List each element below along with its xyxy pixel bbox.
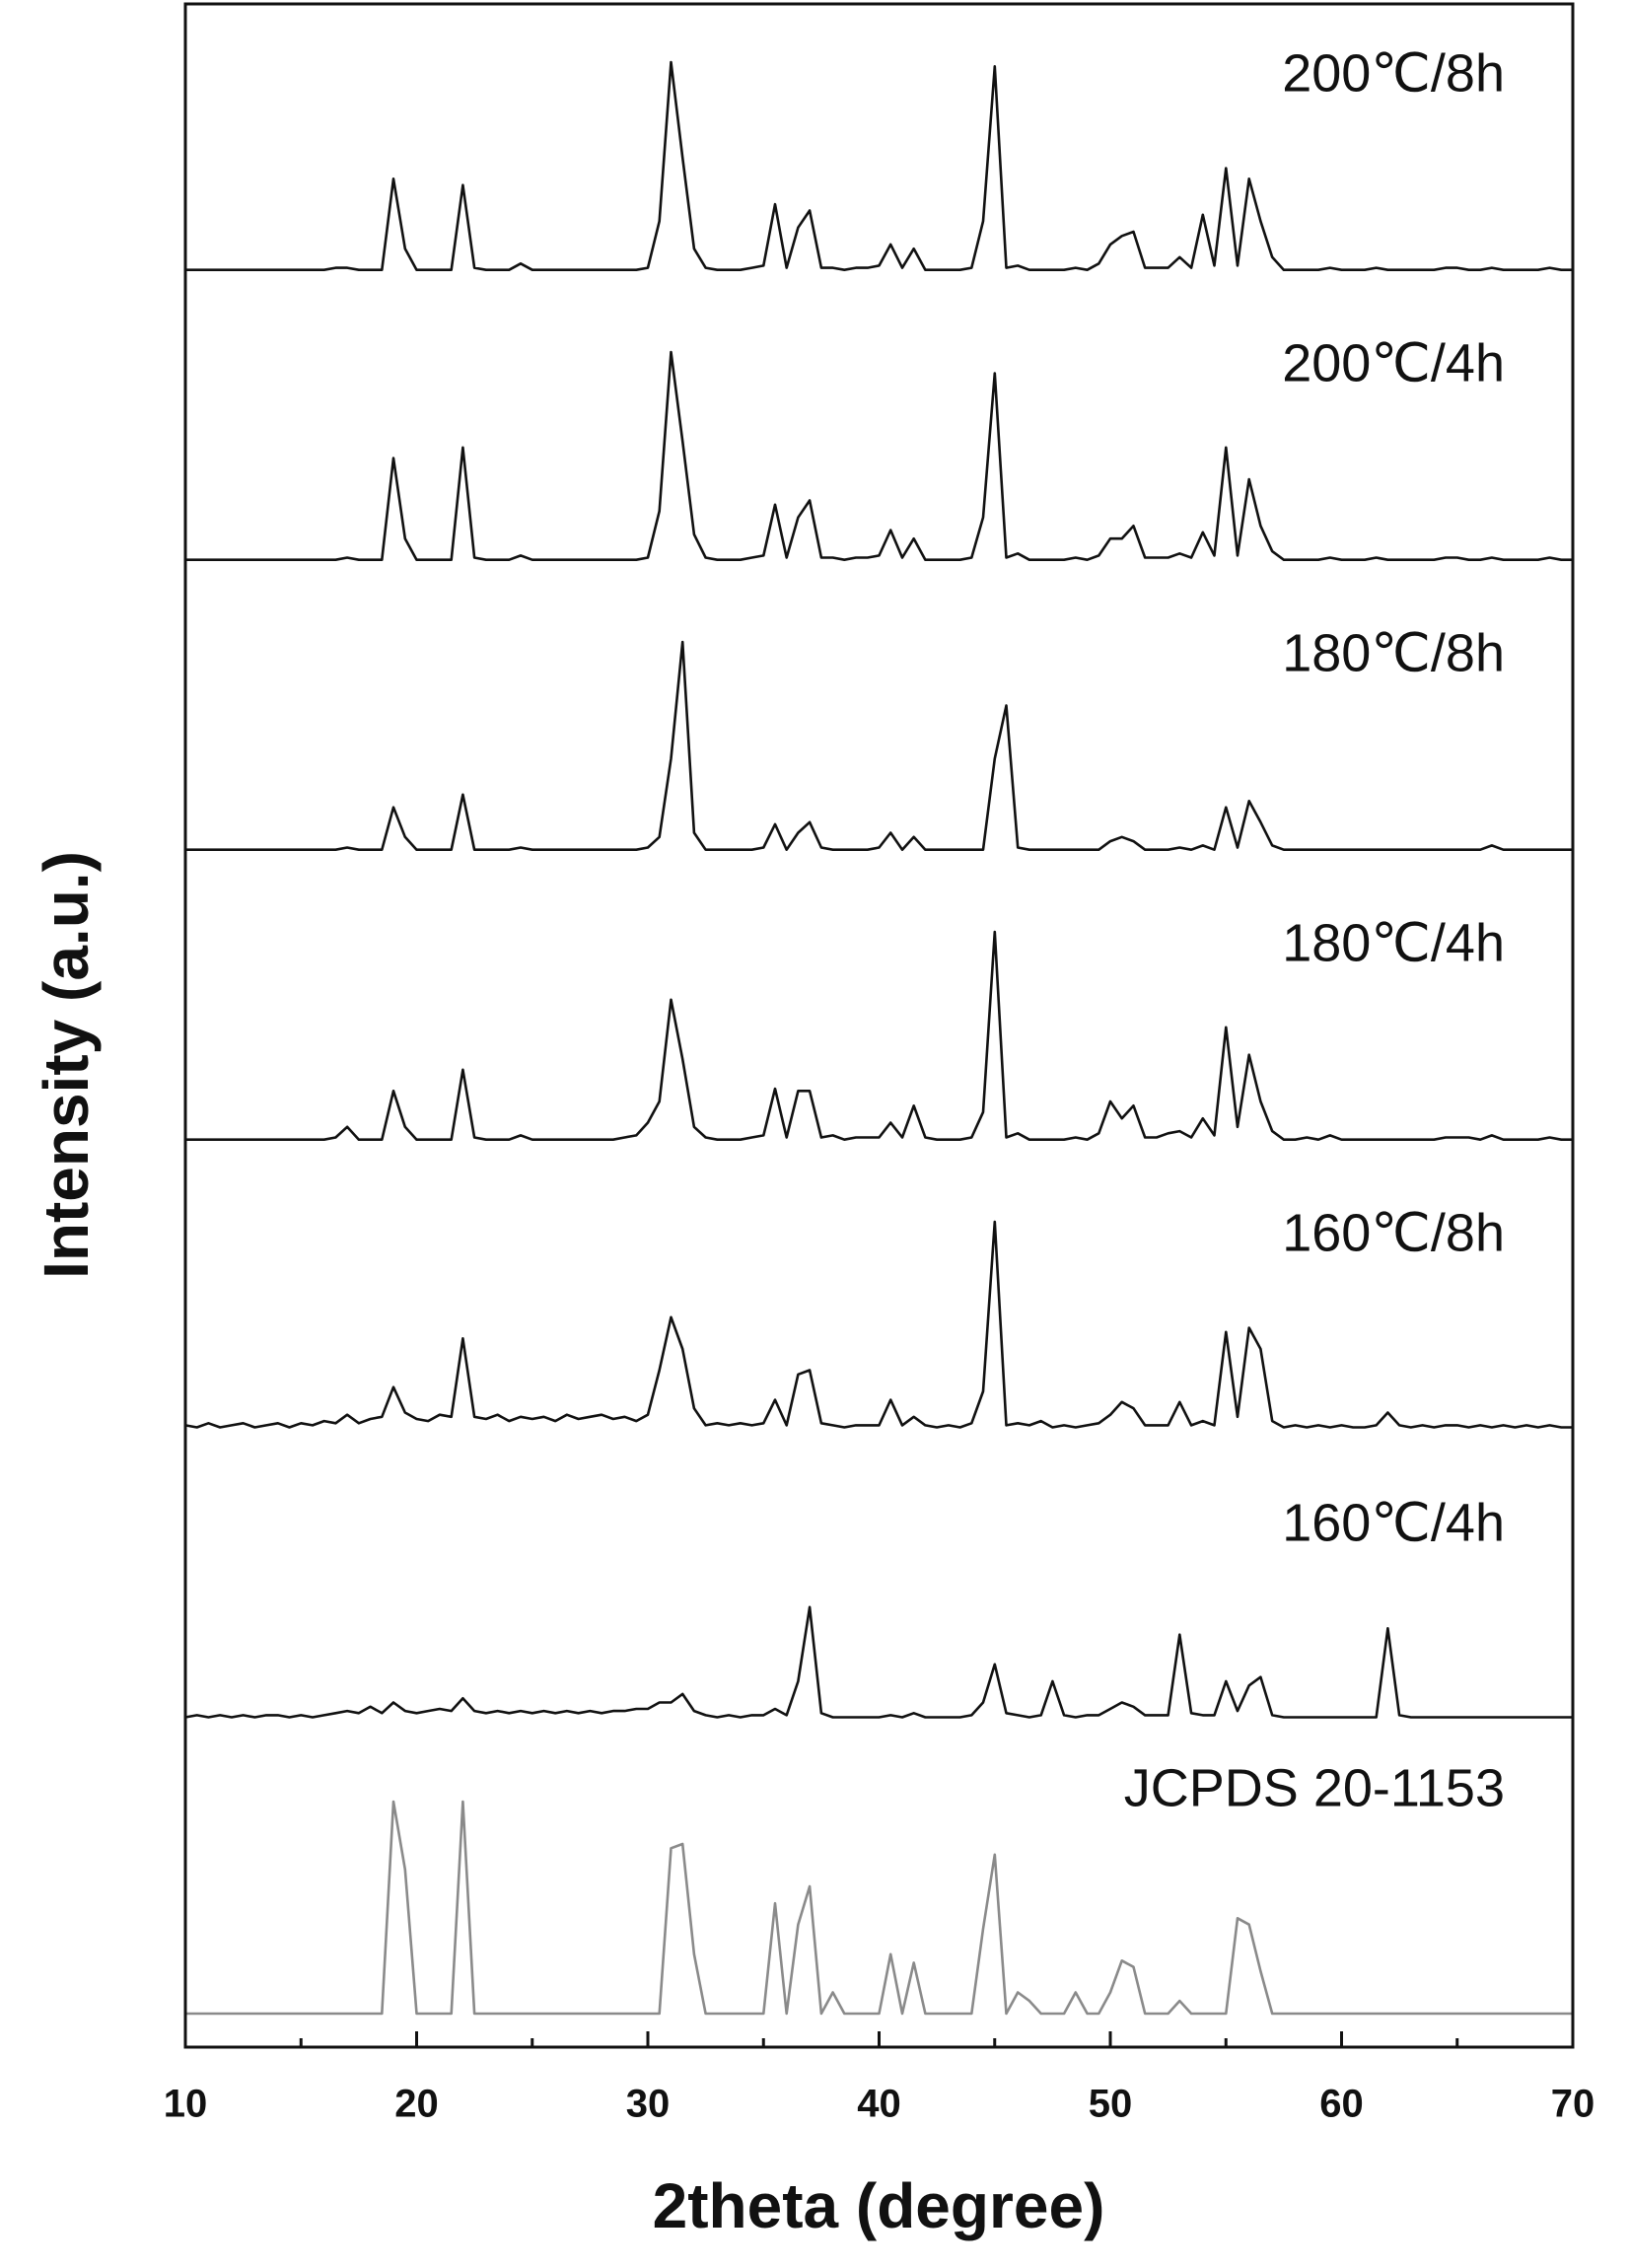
x-tick-label: 30 [626,2083,671,2126]
x-tick-label: 10 [164,2083,208,2126]
plot-frame [183,2,1575,2049]
x-tick-label: 60 [1319,2083,1364,2126]
series-label: 160℃/4h [1282,1493,1505,1552]
x-tick-label: 40 [857,2083,901,2126]
series-label: 160℃/8h [1282,1203,1505,1262]
series-label: JCPDS 20-1153 [1124,1758,1505,1817]
y-axis-label: Intensity (a.u.) [31,851,102,1279]
series-label: 200℃/4h [1282,333,1505,392]
x-tick-label: 70 [1551,2083,1595,2126]
xrd-pattern [185,930,1573,1141]
xrd-pattern [184,1605,1573,1719]
xrd-pattern [185,350,1573,561]
x-tick-label: 50 [1089,2083,1133,2126]
xrd-pattern [185,60,1573,271]
xrd-pattern [185,640,1573,851]
xrd-pattern [185,1800,1573,2016]
series-label: 180℃/4h [1282,913,1505,972]
series-label: 200℃/8h [1282,43,1505,103]
series-label: 180℃/8h [1282,623,1505,682]
xrd-pattern [184,1220,1573,1429]
x-axis-label: 2theta (degree) [653,2170,1105,2241]
x-tick-label: 20 [394,2083,439,2126]
